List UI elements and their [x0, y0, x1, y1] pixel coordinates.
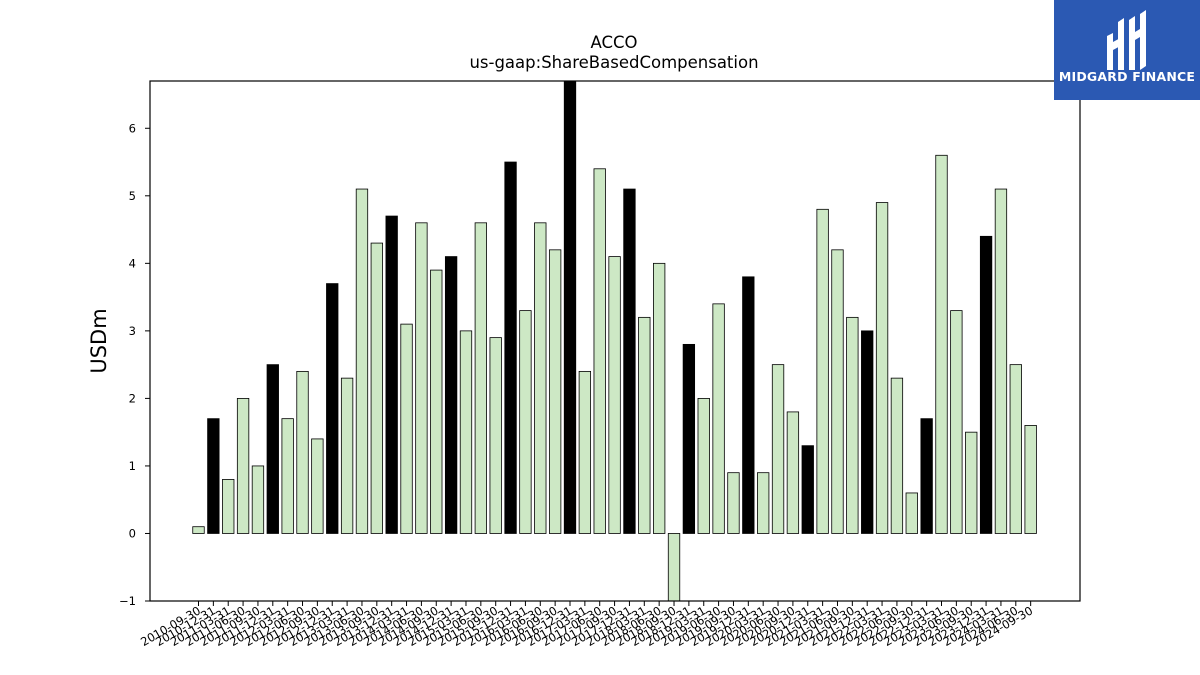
bar-2022-09-30 [905, 492, 918, 534]
bar-2013-12-31 [385, 215, 398, 534]
bar-2020-06-30 [771, 364, 785, 534]
y-tick-label: 0 [129, 526, 136, 540]
bar-2012-03-31 [281, 418, 294, 534]
bar-2013-03-31 [340, 377, 354, 534]
bar-2019-03-31 [697, 397, 710, 534]
bar-2012-09-30 [311, 438, 324, 534]
bar-2021-12-31 [861, 330, 874, 534]
bar-2016-12-31 [563, 80, 577, 534]
bar-2013-09-30 [370, 242, 383, 534]
bar-2022-12-31 [920, 418, 933, 534]
bar-2017-03-31 [578, 370, 592, 534]
bar-2016-03-31 [519, 310, 532, 534]
bar-2019-06-30 [712, 303, 725, 534]
bar-2023-06-30 [950, 310, 963, 534]
bar-2024-03-31 [994, 188, 1008, 534]
bar-2020-09-30 [786, 411, 800, 534]
bar-2011-09-30 [251, 465, 265, 534]
bar-2016-09-30 [548, 249, 562, 534]
bar-2011-03-31 [222, 479, 235, 534]
bar-2010-12-31 [207, 418, 220, 534]
bar-2011-12-31 [266, 364, 279, 534]
y-ticks: −1 0 1 2 3 4 5 6 [119, 121, 150, 608]
bar-2018-12-31 [682, 343, 696, 534]
y-tick-label: 1 [129, 459, 136, 473]
bar-2023-03-31 [935, 154, 948, 534]
bar-2012-06-30 [296, 370, 309, 534]
bar-2022-06-30 [890, 377, 904, 534]
y-tick-label: 5 [129, 189, 136, 203]
bar-2015-12-31 [504, 161, 517, 534]
y-tick-label: 2 [129, 391, 136, 405]
bar-2018-06-30 [653, 262, 666, 534]
bar-2017-06-30 [593, 168, 606, 534]
midgard-logo: MIDGARD FINANCE [1054, 0, 1200, 100]
bar-2021-03-31 [816, 208, 829, 534]
logo-text: MIDGARD FINANCE [1059, 69, 1195, 84]
bar-2014-12-31 [444, 256, 458, 534]
bar-2022-03-31 [875, 202, 889, 534]
bar-2014-06-30 [415, 222, 428, 534]
bar-2023-09-30 [965, 431, 978, 534]
x-ticks: 2010-09-302010-12-312011-03-312011-06-30… [138, 601, 1035, 649]
bar-2021-09-30 [846, 316, 859, 534]
y-tick-label: 3 [129, 324, 136, 338]
bar-2011-06-30 [236, 397, 250, 534]
bar-2018-09-30 [667, 533, 681, 602]
bar-2016-06-30 [534, 222, 547, 534]
plot-frame [149, 80, 1081, 602]
bar-2021-06-30 [831, 249, 844, 534]
bar-2013-06-30 [355, 188, 369, 534]
bar-2014-03-31 [400, 323, 413, 534]
bar-2024-06-30 [1009, 364, 1022, 534]
y-tick-label: 4 [129, 256, 136, 270]
bar-2018-03-31 [638, 316, 651, 534]
bars-group [192, 80, 1037, 602]
bar-2017-12-31 [623, 188, 636, 534]
bar-2015-03-31 [459, 330, 473, 534]
bar-2012-12-31 [326, 283, 339, 534]
bar-2024-09-30 [1024, 425, 1037, 534]
bar-2020-03-31 [757, 472, 770, 534]
bar-2019-09-30 [727, 472, 740, 534]
bar-2014-09-30 [430, 269, 443, 534]
bar-2015-09-30 [489, 337, 502, 534]
y-tick-label: 6 [129, 121, 136, 135]
bar-2017-09-30 [608, 256, 621, 534]
y-axis-label: USDm [87, 308, 111, 373]
y-tick-label: −1 [119, 594, 136, 608]
chart-title: ACCO [590, 33, 637, 52]
bar-2015-06-30 [474, 222, 487, 534]
logo-background [1054, 0, 1200, 100]
midgard-logo-icon [1107, 10, 1146, 70]
bar-2019-12-31 [742, 276, 755, 534]
chart-subtitle: us-gaap:ShareBasedCompensation [469, 53, 758, 72]
bar-2023-12-31 [979, 235, 993, 534]
bar-2010-09-30 [192, 526, 205, 534]
bar-2020-12-31 [801, 445, 814, 534]
